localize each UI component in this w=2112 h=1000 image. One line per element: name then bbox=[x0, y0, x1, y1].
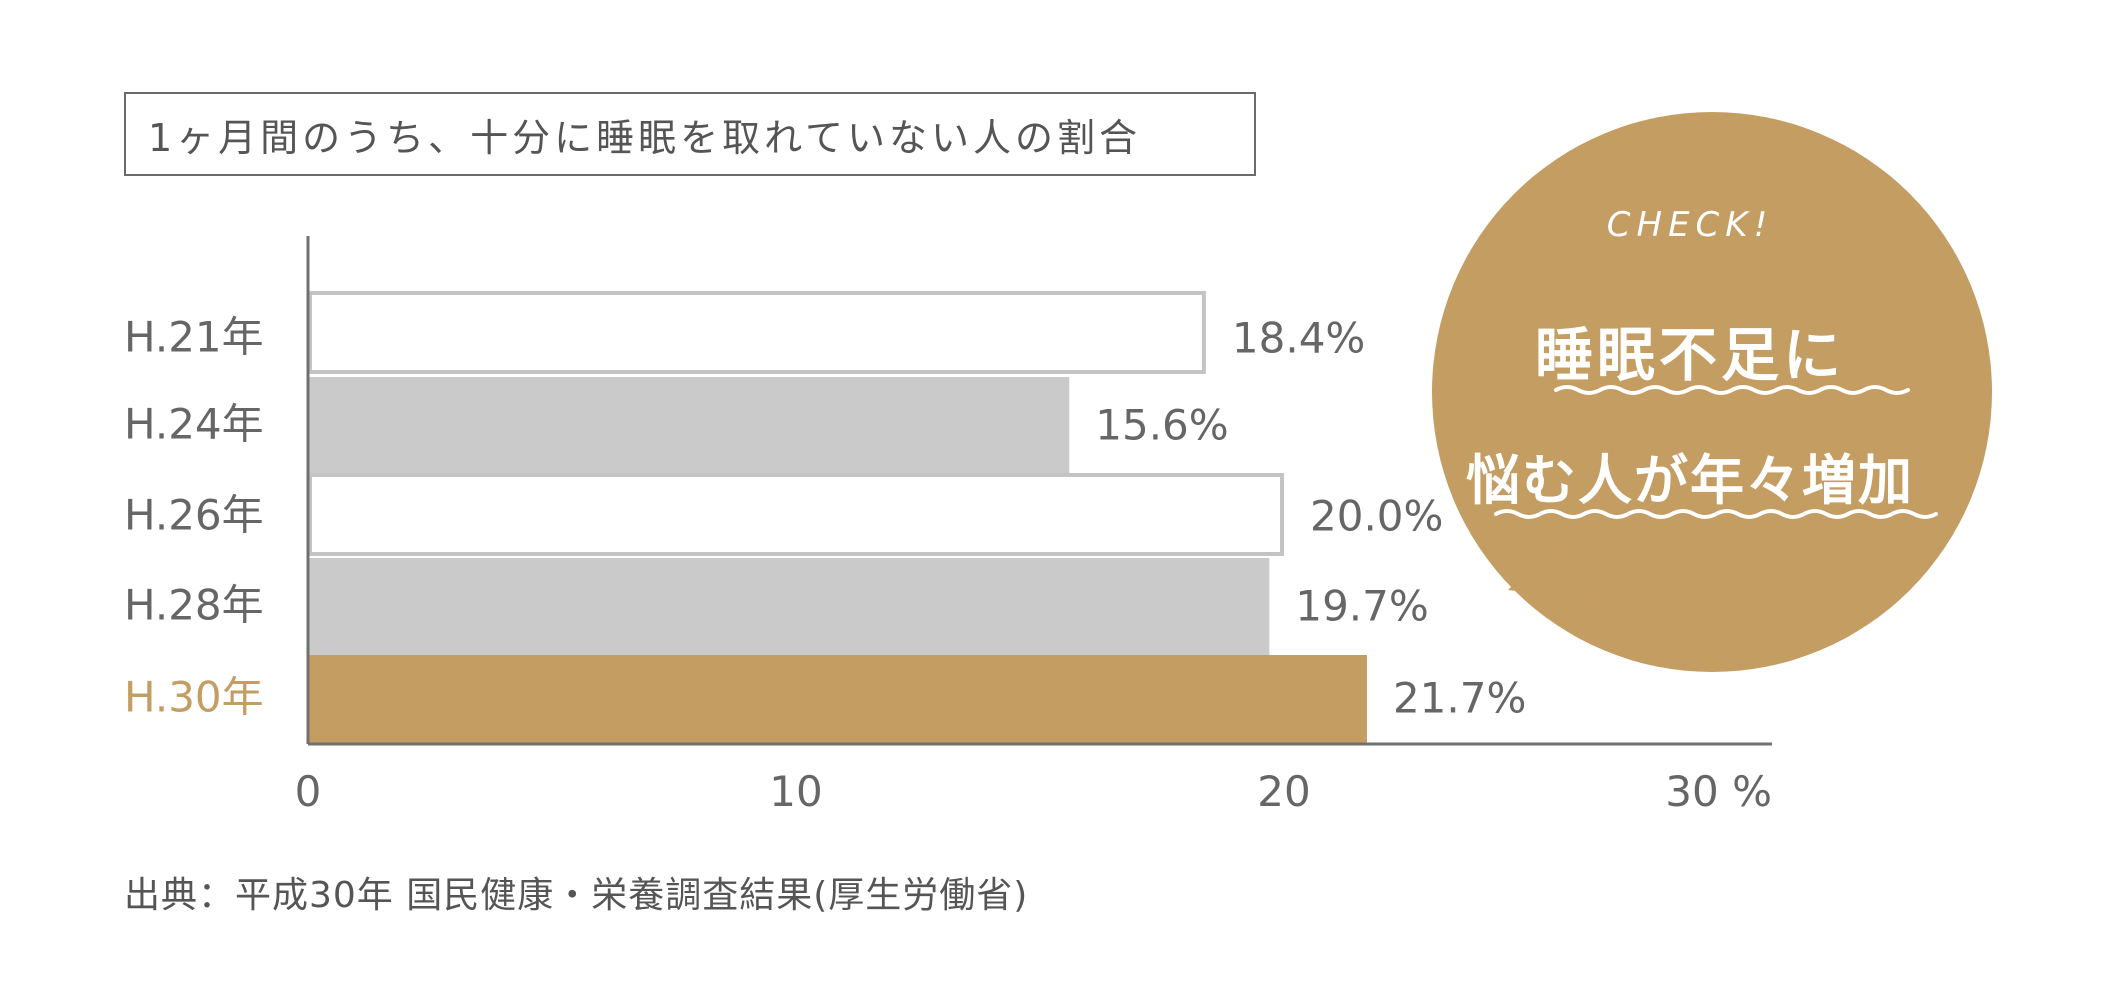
value-label-2: 20.0% bbox=[1310, 492, 1443, 541]
bar-0 bbox=[308, 291, 1206, 374]
bar-2 bbox=[308, 473, 1284, 556]
bar-1 bbox=[308, 377, 1070, 473]
value-label-0: 18.4% bbox=[1232, 314, 1365, 363]
speech-bubble-tail bbox=[1508, 540, 1600, 600]
wavy-underline-2 bbox=[1494, 509, 1938, 519]
category-label-4: H.30年 bbox=[124, 673, 264, 722]
value-label-1: 15.6% bbox=[1095, 401, 1228, 450]
speech-bubble bbox=[1432, 112, 1992, 672]
x-tick-label-0: 0 bbox=[295, 767, 322, 816]
category-label-3: H.28年 bbox=[124, 581, 264, 630]
bubble-headline-1: 睡眠不足に bbox=[1534, 321, 1845, 389]
category-label-2: H.26年 bbox=[124, 491, 264, 540]
source-note: 出典：平成30年 国民健康・栄養調査結果(厚生労働省) bbox=[124, 875, 1029, 916]
bar-4 bbox=[308, 655, 1367, 743]
category-label-1: H.24年 bbox=[124, 400, 264, 449]
labels-layer: 18.4% H.21年 15.6% H.24年 20.0% H.26年 19.7% H.28年… bbox=[124, 313, 1526, 723]
bar-3 bbox=[308, 558, 1270, 655]
x-tick-label-3: 30 % bbox=[1665, 767, 1772, 816]
bars-layer bbox=[308, 291, 1367, 743]
value-label-3: 19.7% bbox=[1295, 582, 1428, 631]
category-label-0: H.21年 bbox=[124, 313, 264, 362]
x-tick-label-1: 10 bbox=[769, 767, 822, 816]
bubble-headline-2: 悩む人が年々増加 bbox=[1466, 449, 1914, 512]
chart-title-box: 1ヶ月間のうち、十分に睡眠を取れていない人の割合 bbox=[124, 92, 1256, 176]
axis-layer: 0 10 20 30 % bbox=[295, 236, 1772, 816]
x-tick-label-2: 20 bbox=[1257, 767, 1310, 816]
value-label-4: 21.7% bbox=[1393, 674, 1526, 723]
wavy-underline-1 bbox=[1554, 385, 1910, 395]
check-label: CHECK! bbox=[1606, 205, 1774, 245]
chart-title: 1ヶ月間のうち、十分に睡眠を取れていない人の割合 bbox=[148, 115, 1142, 160]
